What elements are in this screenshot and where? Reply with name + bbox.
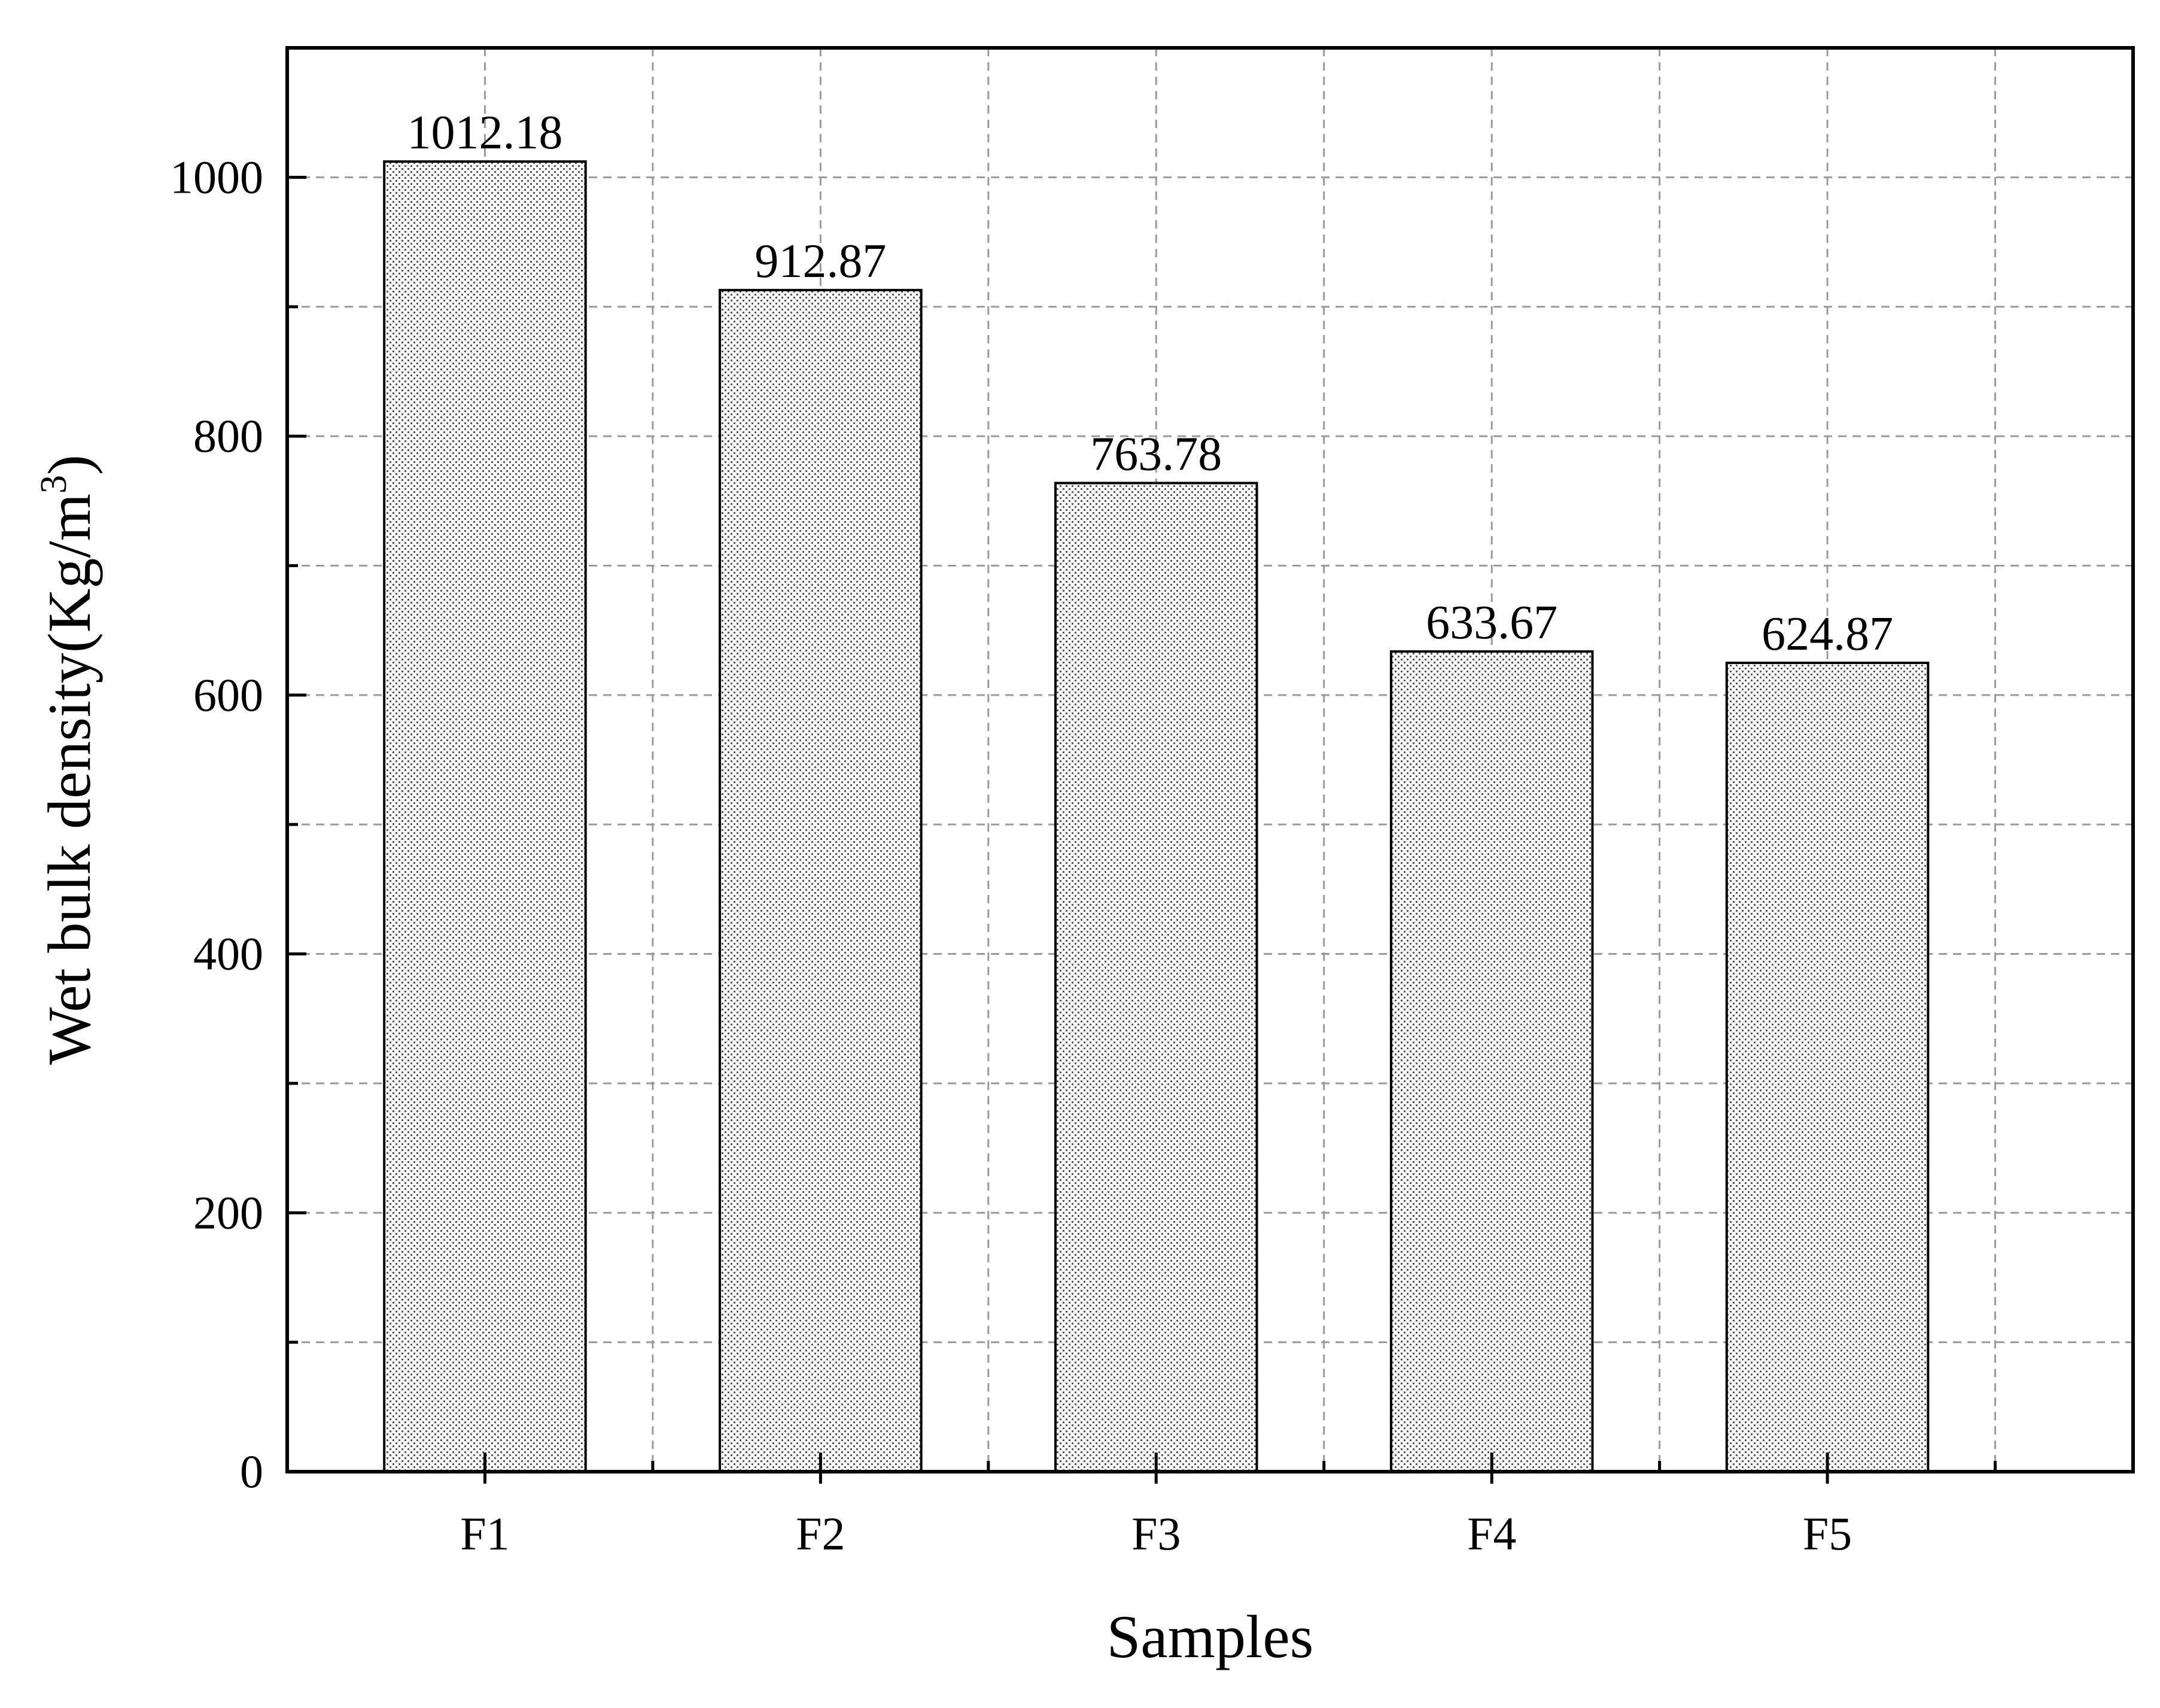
bar-f3: [1054, 482, 1258, 1473]
y-tick-label: 0: [240, 1445, 263, 1497]
y-axis-title: Wet bulk density(Kg/m3): [34, 455, 104, 1065]
bar-f4: [1389, 650, 1594, 1473]
x-tick-label: F5: [1803, 1508, 1852, 1560]
bar-f1: [383, 160, 587, 1473]
data-label-f5: 624.87: [1762, 608, 1893, 660]
data-label-f3: 763.78: [1090, 428, 1222, 480]
data-label-f4: 633.67: [1426, 596, 1557, 649]
bars: [383, 160, 1930, 1473]
y-axis-title-superscript: 3: [34, 475, 74, 494]
plot-frame: [285, 46, 2135, 1473]
y-tick-label: 600: [193, 669, 263, 721]
y-tick-label: 200: [193, 1186, 263, 1238]
x-axis-title: Samples: [1107, 1603, 1314, 1671]
bar-f2: [719, 288, 923, 1473]
y-axis-title-close: ): [36, 455, 104, 475]
y-tick-label: 800: [193, 410, 263, 462]
labels: 1012.18 912.87 763.78 633.67 624.87 0 200 400 60…: [170, 106, 1893, 1560]
axes: [285, 46, 2135, 1484]
x-tick-label: F3: [1131, 1508, 1181, 1560]
x-tick-label: F4: [1467, 1508, 1516, 1560]
data-label-f2: 912.87: [755, 235, 886, 288]
data-label-f1: 1012.18: [407, 106, 562, 159]
y-axis-title-main: Wet bulk density(Kg/m: [36, 494, 104, 1065]
bar-f5: [1725, 662, 1930, 1473]
x-tick-label: F2: [796, 1508, 845, 1560]
x-tick-label: F1: [460, 1508, 509, 1560]
y-tick-label: 400: [193, 928, 263, 980]
y-tick-label: 1000: [170, 151, 263, 203]
